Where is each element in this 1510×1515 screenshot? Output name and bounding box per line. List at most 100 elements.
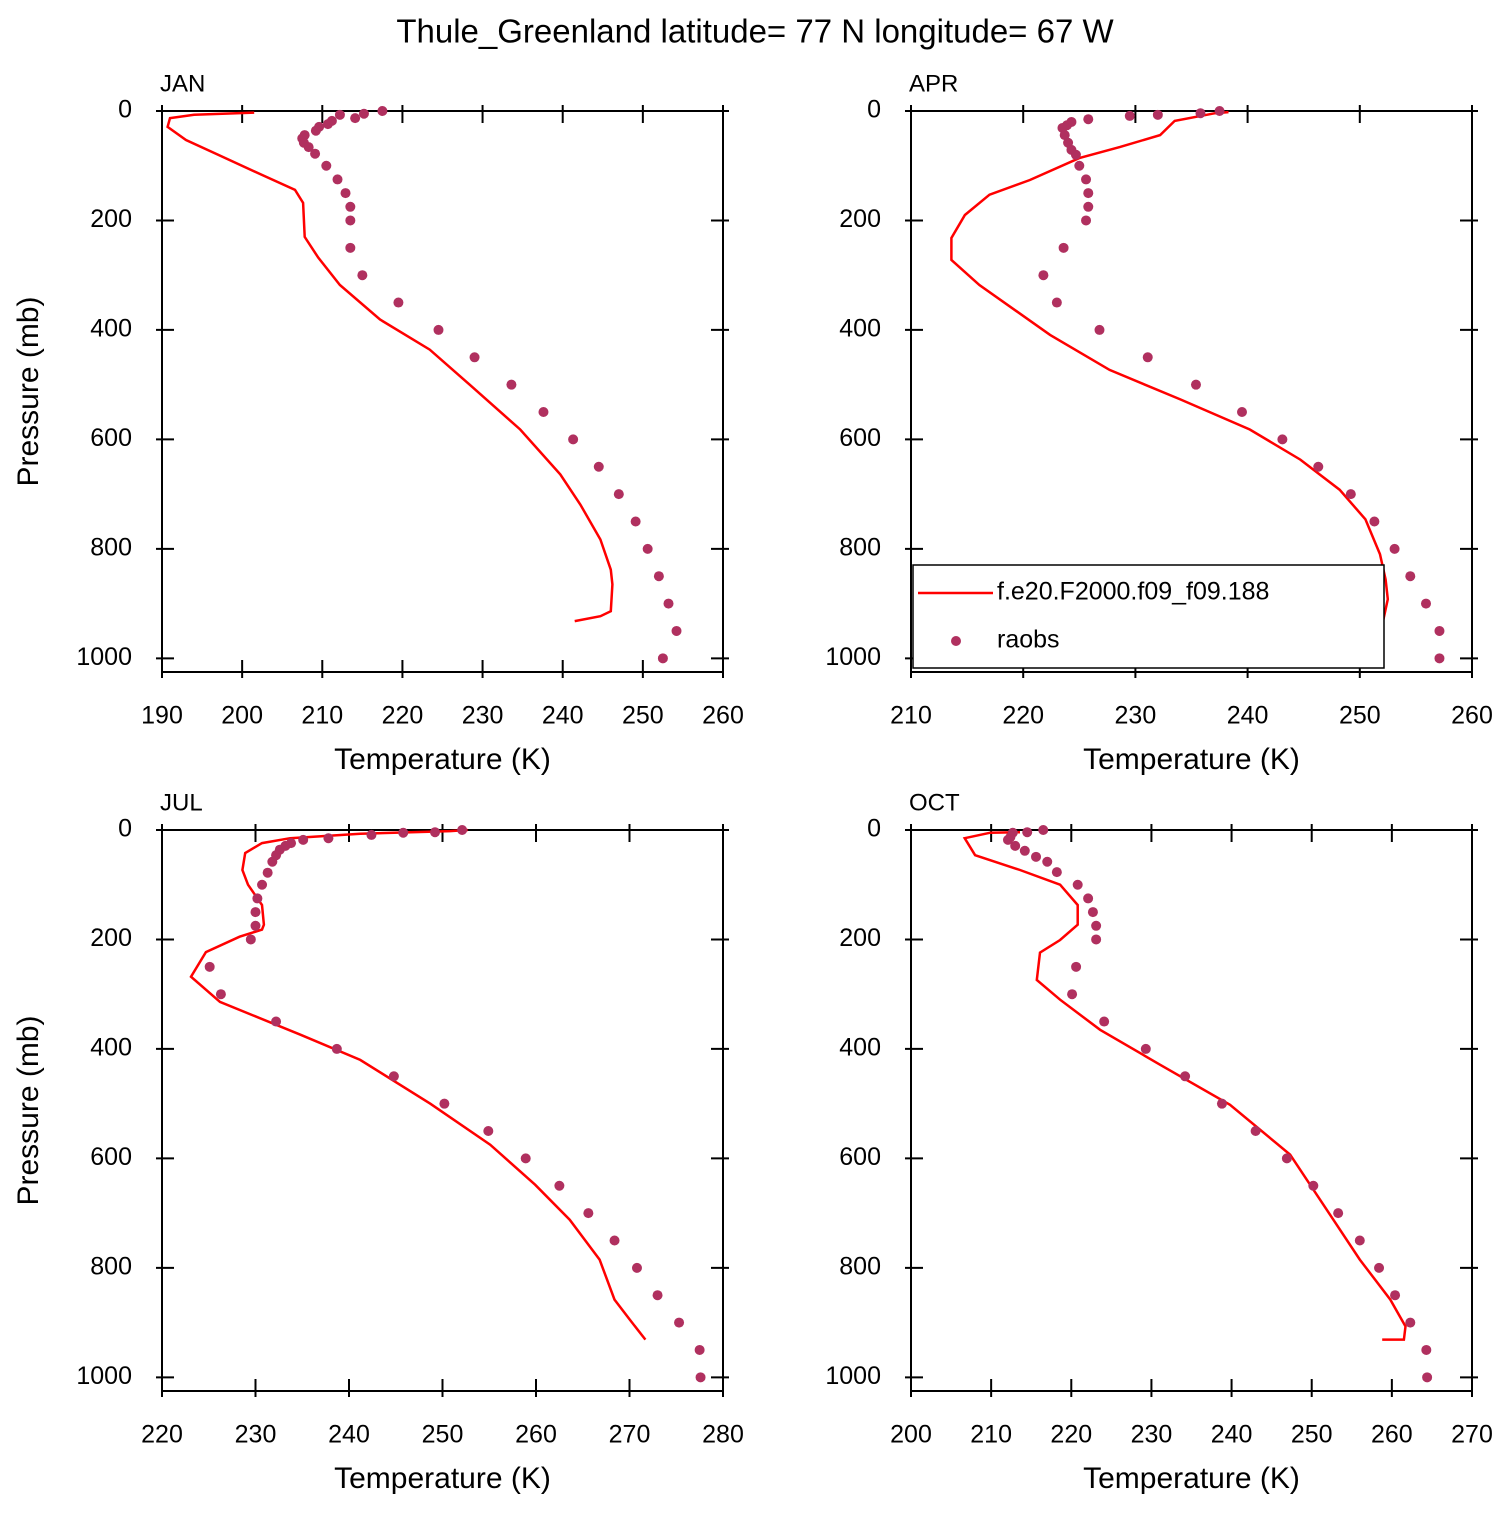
obs-point xyxy=(1081,174,1092,185)
plot-frame xyxy=(910,829,1473,1392)
obs-point xyxy=(332,174,343,185)
x-tick-label: 240 xyxy=(328,1421,370,1449)
x-tick-label: 230 xyxy=(235,1421,277,1449)
obs-point xyxy=(1308,1180,1319,1191)
obs-point xyxy=(1250,1126,1261,1137)
obs-point xyxy=(204,961,215,972)
obs-point xyxy=(1374,1262,1385,1273)
obs-point xyxy=(298,834,309,845)
obs-point xyxy=(1059,130,1070,141)
x-axis-label: Temperature (K) xyxy=(1083,1462,1300,1495)
y-tick-label: 0 xyxy=(118,815,132,843)
obs-point xyxy=(350,113,361,124)
x-tick-label: 260 xyxy=(1451,702,1493,730)
obs-point xyxy=(250,920,261,931)
obs-point xyxy=(1195,108,1206,119)
y-tick-label: 600 xyxy=(839,424,881,452)
obs-point xyxy=(1083,893,1094,904)
obs-point xyxy=(1354,1235,1365,1246)
obs-point xyxy=(252,893,263,904)
obs-point xyxy=(1434,653,1445,664)
obs-point xyxy=(1094,324,1105,335)
obs-point xyxy=(1083,114,1094,125)
obs-point xyxy=(334,109,345,120)
obs-point xyxy=(1019,845,1030,856)
y-tick-label: 200 xyxy=(839,924,881,952)
obs-point xyxy=(1345,489,1356,500)
obs-point xyxy=(554,1180,565,1191)
x-tick-label: 200 xyxy=(890,1421,932,1449)
y-tick-label: 0 xyxy=(867,96,881,124)
y-tick-label: 800 xyxy=(839,533,881,561)
obs-point xyxy=(1124,110,1135,121)
obs-point xyxy=(1038,270,1049,281)
x-tick-label: 210 xyxy=(890,702,932,730)
obs-point xyxy=(262,867,273,878)
y-tick-label: 400 xyxy=(90,1034,132,1062)
obs-point xyxy=(1434,625,1445,636)
obs-point xyxy=(1038,825,1049,835)
obs-point xyxy=(331,1043,342,1054)
obs-point xyxy=(1002,834,1013,845)
obs-point xyxy=(310,148,321,159)
x-tick-label: 220 xyxy=(382,702,424,730)
obs-point xyxy=(366,829,377,840)
obs-point xyxy=(250,907,261,918)
obs-point xyxy=(1142,352,1153,363)
obs-point xyxy=(593,461,604,472)
x-axis-label: Temperature (K) xyxy=(334,1462,551,1495)
obs-point xyxy=(1022,827,1033,838)
panel: JAN Temperature (K) Pressure (mb) 190 200 210… xyxy=(12,70,744,776)
obs-point xyxy=(663,598,674,609)
x-tick-label: 280 xyxy=(702,1421,744,1449)
obs-point xyxy=(303,142,314,153)
obs-point xyxy=(630,516,641,527)
obs-point xyxy=(377,106,388,116)
panel: OCT Temperature (K) 200 210 220 230 240 250 260 2… xyxy=(825,789,1492,1495)
panel: JUL Temperature (K) Pressure (mb) 220 230 240… xyxy=(12,789,744,1495)
x-tick-label: 260 xyxy=(515,1421,557,1449)
obs-point xyxy=(433,324,444,335)
x-tick-label: 260 xyxy=(702,702,744,730)
obs-point xyxy=(322,119,333,130)
obs-point xyxy=(1099,1016,1110,1027)
obs-point xyxy=(694,1344,705,1355)
obs-point xyxy=(345,242,356,253)
obs-point xyxy=(457,825,468,835)
obs-point xyxy=(439,1098,450,1109)
obs-point xyxy=(1051,867,1062,878)
obs-point xyxy=(1369,516,1380,527)
obs-point xyxy=(1083,201,1094,212)
obs-point xyxy=(1236,407,1247,418)
y-tick-label: 400 xyxy=(90,315,132,343)
y-tick-label: 800 xyxy=(90,533,132,561)
obs-point xyxy=(267,856,278,867)
x-tick-label: 240 xyxy=(1211,1421,1253,1449)
obs-point xyxy=(1405,1317,1416,1328)
obs-point xyxy=(1091,920,1102,931)
y-tick-label: 1000 xyxy=(825,643,881,671)
obs-point xyxy=(257,879,268,890)
obs-point xyxy=(1420,598,1431,609)
obs-point xyxy=(631,1262,642,1273)
obs-point xyxy=(1031,851,1042,862)
y-tick-label: 1000 xyxy=(76,643,132,671)
legend-label: f.e20.F2000.f09_f09.188 xyxy=(997,578,1269,606)
y-tick-label: 1000 xyxy=(825,1362,881,1390)
obs-point xyxy=(653,571,664,582)
obs-point xyxy=(357,270,368,281)
obs-point xyxy=(1067,989,1078,1000)
obs-point xyxy=(1216,1098,1227,1109)
legend-box xyxy=(912,564,1385,669)
y-tick-label: 800 xyxy=(90,1252,132,1280)
x-tick-label: 210 xyxy=(970,1421,1012,1449)
y-tick-label: 200 xyxy=(839,205,881,233)
obs-point xyxy=(1070,149,1081,160)
obs-point xyxy=(568,434,579,445)
obs-point xyxy=(340,188,351,199)
obs-point xyxy=(583,1208,594,1219)
panel-title: JUL xyxy=(160,789,203,816)
obs-point xyxy=(1333,1208,1344,1219)
obs-point xyxy=(393,297,404,308)
